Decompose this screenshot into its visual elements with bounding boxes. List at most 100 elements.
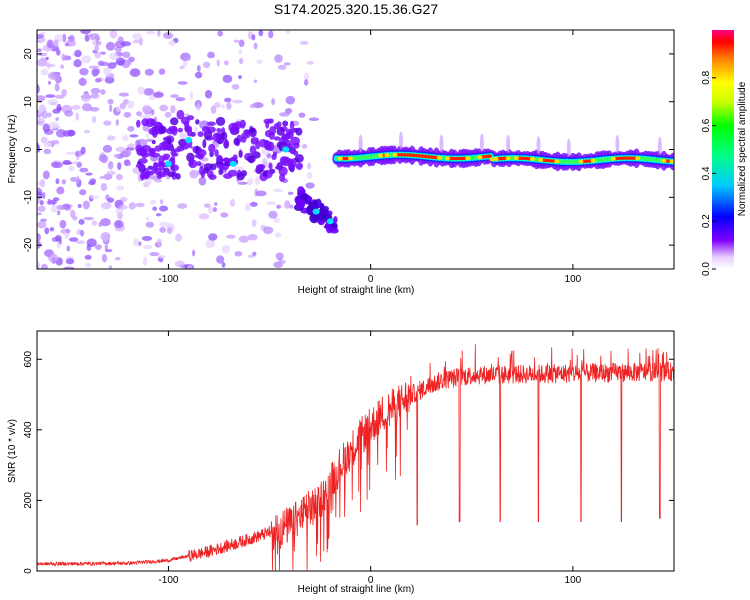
spectrogram-noise-blob xyxy=(168,40,176,46)
spectrogram-noise-blob xyxy=(56,49,61,56)
spectrogram-noise-blob xyxy=(79,189,87,196)
spectrogram-signal-blob xyxy=(136,119,141,128)
ridge-warm xyxy=(465,156,471,161)
spectrogram-noise-blob xyxy=(37,38,47,42)
ridge-warm xyxy=(669,159,674,164)
spectrogram-signal-blob xyxy=(238,150,243,158)
spectrogram-signal-blob xyxy=(262,170,268,177)
spectrogram-noise-blob xyxy=(247,233,258,241)
spectrogram-noise-blob xyxy=(137,86,145,95)
snr-x-ticks: -100 0 100 xyxy=(158,331,582,586)
spectrogram-signal-blob xyxy=(282,120,289,127)
spectrogram-noise-blob xyxy=(217,30,223,37)
ridge-warm xyxy=(392,152,398,157)
spectrogram-noise-blob xyxy=(207,51,215,59)
spectrogram-noise-blob xyxy=(198,176,207,186)
spectrogram-noise-blob xyxy=(57,210,61,216)
spectrogram-signal-blob xyxy=(224,138,229,147)
spectrogram-noise-blob xyxy=(61,89,67,97)
spectrogram-y-tick-label: 20 xyxy=(23,48,34,60)
spectrogram-noise-blob xyxy=(208,233,218,241)
spectrogram-signal-blob xyxy=(306,205,313,216)
spectrogram-noise-blob xyxy=(118,204,128,210)
spectrogram-noise-blob xyxy=(262,157,268,167)
spectrogram-noise-blob xyxy=(187,264,193,269)
spectrogram-noise-blob xyxy=(86,238,97,248)
spectrogram-noise-blob xyxy=(144,68,154,76)
spectrogram-noise-blob xyxy=(273,218,281,223)
spectrogram-signal-blob xyxy=(307,201,313,206)
spectrogram-noise-blob xyxy=(55,234,62,242)
spectrogram-noise-blob xyxy=(37,95,46,102)
spectrogram-noise-blob xyxy=(306,60,314,65)
spectrogram-signal-blob xyxy=(244,129,250,136)
spectrogram-signal-blob xyxy=(330,223,338,229)
spectrogram-signal-blob xyxy=(236,172,245,181)
ridge-warm xyxy=(347,156,353,161)
spectrogram-noise-blob xyxy=(48,253,59,263)
spectrogram-noise-blob xyxy=(40,263,48,269)
spectrogram-noise-blob xyxy=(70,209,76,219)
spectrogram-noise-blob xyxy=(170,94,179,98)
spectrogram-noise-blob xyxy=(159,221,170,227)
spectrogram-signal-blob xyxy=(177,127,183,133)
spectrogram-noise-blob xyxy=(237,181,248,185)
spectrogram-noise-blob xyxy=(37,58,48,67)
spectrogram-noise-blob xyxy=(198,213,210,220)
spectrogram-x-ticks: -100 0 100 xyxy=(158,30,582,285)
spectrogram-noise-blob xyxy=(98,221,104,227)
spectrogram-signal-blob xyxy=(295,162,303,171)
spectrogram-noise-blob xyxy=(64,42,70,47)
spectrogram-noise-blob xyxy=(175,97,186,102)
spectrogram-noise-blob xyxy=(246,177,254,186)
spectrogram-noise-blob xyxy=(83,129,91,134)
spectrogram-signal-blob xyxy=(170,117,179,126)
spectrogram-noise-blob xyxy=(155,213,162,217)
spectrogram-noise-blob xyxy=(287,191,294,196)
spectrogram-noise-blob xyxy=(122,135,129,141)
spectrogram-noise-blob xyxy=(289,204,294,209)
ridge-green xyxy=(566,159,572,165)
spectrogram-noise-blob xyxy=(83,216,94,221)
spectrogram-noise-blob xyxy=(91,115,97,124)
spectrogram-noise-blob xyxy=(90,92,99,99)
spectrogram-noise-blob xyxy=(61,53,66,61)
ridge-warm xyxy=(635,156,641,161)
spectrogram-signal-blob xyxy=(149,148,156,156)
spectrogram-noise-blob xyxy=(84,34,90,42)
spectrogram-noise-blob xyxy=(80,77,85,86)
spectrogram-noise-blob xyxy=(129,68,141,77)
spectrogram-noise-blob xyxy=(49,227,55,232)
spectrogram-noise-blob xyxy=(64,110,74,117)
spectrogram-signal-blob xyxy=(272,151,278,157)
spectrogram-y-tick-label: -10 xyxy=(23,190,34,205)
spectrogram-noise-blob xyxy=(73,59,82,68)
spectrogram-noise-blob xyxy=(238,235,249,243)
spectrogram-signal-blob xyxy=(297,186,305,195)
spectrogram-peak-blob xyxy=(185,136,193,143)
spectrogram-signal-blob xyxy=(215,116,226,126)
spectrogram-signal-blob xyxy=(212,132,221,142)
spectrogram-noise-blob xyxy=(37,233,42,242)
spectrogram-noise-blob xyxy=(141,235,153,241)
spectrogram-signal-blob xyxy=(197,131,204,138)
spectrogram-noise-blob xyxy=(88,65,100,69)
spectrogram-signal-blob xyxy=(249,127,256,134)
spectrogram-noise-blob xyxy=(202,61,211,69)
spectrogram-signal-blob xyxy=(154,145,162,152)
spectrogram-noise-blob xyxy=(275,252,284,261)
spectrogram-y-ticks: -20 -10 0 10 20 xyxy=(23,48,674,252)
spectrogram-noise-blob xyxy=(138,241,142,246)
spectrogram-signal-blob xyxy=(152,130,158,138)
spectrogram-noise-blob xyxy=(114,47,122,53)
spectrogram-noise-blob xyxy=(116,173,123,181)
colorbar-tick-label: 0.0 xyxy=(701,262,712,276)
colorbar: 0.0 0.2 0.4 0.6 0.8 Normalized spectral ampl… xyxy=(701,30,748,276)
ridge-streak xyxy=(657,137,662,156)
spectrogram-noise-blob xyxy=(196,103,201,111)
spectrogram-noise-blob xyxy=(82,200,90,210)
spectrogram-noise-blob xyxy=(43,142,53,148)
spectrogram-noise-blob xyxy=(279,112,290,117)
spectrogram-noise-blob xyxy=(266,201,277,206)
ridge-warm xyxy=(538,157,544,162)
